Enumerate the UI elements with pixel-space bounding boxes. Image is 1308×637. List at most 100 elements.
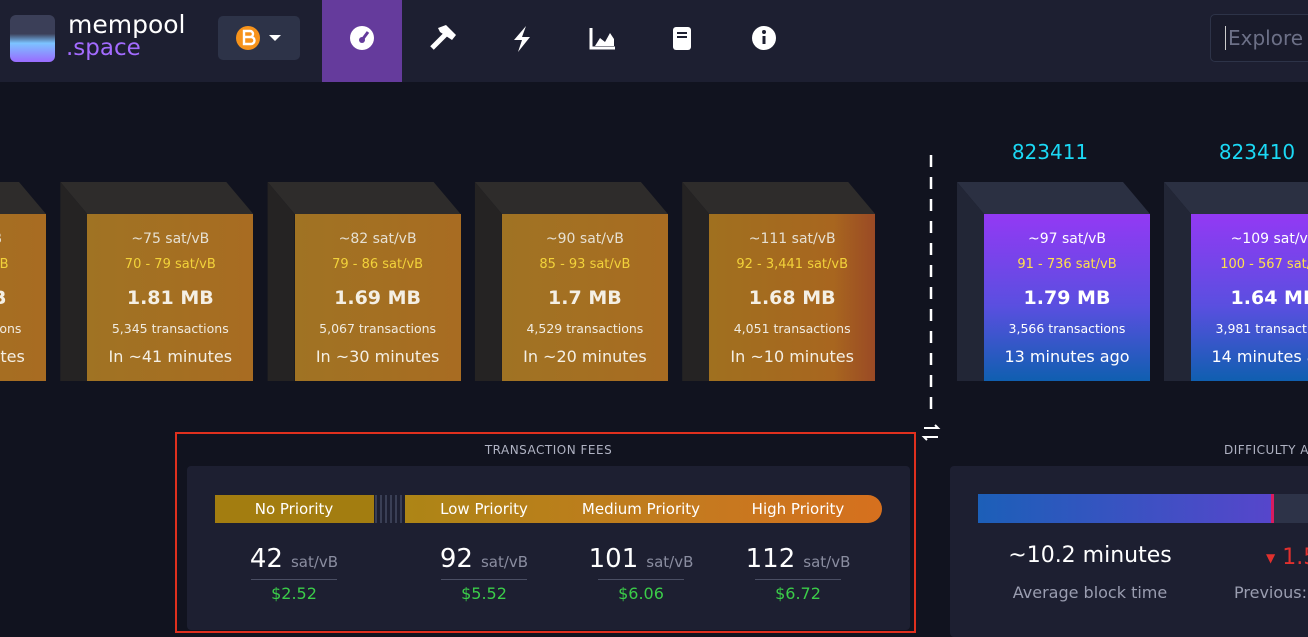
bar-gap — [375, 495, 405, 523]
fee-unit: sat/vB — [646, 553, 694, 571]
block-transactions: 4,529 transactions — [526, 320, 644, 336]
block[interactable] — [984, 214, 1150, 381]
fee-unit: sat/vB — [803, 553, 851, 571]
fee-underline — [441, 579, 527, 580]
block-side — [60, 182, 88, 381]
block-fee: ~75 sat/vB — [131, 230, 210, 247]
difficulty-title: DIFFICULTY ADJUSTMENT — [1224, 443, 1308, 457]
block[interactable] — [0, 214, 46, 381]
block-side — [957, 182, 984, 381]
block-size: 1.7 MB — [548, 286, 622, 309]
block-size: 1.81 MB — [126, 286, 214, 309]
fee-usd: $6.06 — [618, 584, 664, 603]
block-age: 14 minutes ago — [1211, 346, 1308, 366]
block-fee: ~97 sat/vB — [1028, 230, 1106, 247]
nav-about[interactable] — [722, 0, 802, 82]
block[interactable] — [709, 214, 876, 381]
swap-icon[interactable] — [921, 424, 941, 441]
block-range: 91 - 736 sat/vB — [1017, 256, 1117, 272]
nav-graphs[interactable] — [562, 0, 642, 82]
block-transactions: 4,051 transactions — [733, 320, 851, 336]
block-range: 64 - 70 sat/vB — [0, 256, 9, 272]
fee-value: 92 sat/vB — [394, 544, 574, 574]
fee-value: 42 sat/vB — [204, 544, 384, 574]
previous-label: Previous: — [1234, 583, 1308, 602]
block-size: 1.64 MB — [1230, 286, 1308, 309]
priority-label: Medium Priority — [581, 500, 701, 518]
fee-underline — [755, 579, 841, 580]
block-height[interactable]: 823411 — [1011, 140, 1089, 164]
block-transactions: 3,981 transactions — [1215, 320, 1308, 336]
block-side — [267, 182, 295, 381]
block-eta: In ~20 minutes — [523, 346, 647, 366]
block-range: 100 - 567 sat/vB — [1220, 256, 1308, 272]
block-size: 1.69 MB — [334, 286, 422, 309]
logo-suffix[interactable]: .space — [66, 35, 141, 61]
block[interactable] — [294, 214, 461, 381]
block-range: 70 - 79 sat/vB — [124, 256, 216, 272]
block-top — [0, 182, 46, 214]
block-top — [60, 182, 254, 214]
nav-docs[interactable] — [642, 0, 722, 82]
priority-label: No Priority — [254, 500, 334, 518]
priority-label: High Priority — [751, 500, 845, 518]
nav-dashboard[interactable] — [322, 0, 402, 82]
fees-card — [187, 466, 910, 630]
fee-number: 112 — [745, 544, 796, 574]
block-fee: ~82 sat/vB — [338, 230, 417, 247]
search-placeholder[interactable]: Explore the full Bitcoin ecosystem — [1225, 26, 1308, 50]
fee-usd: $6.72 — [775, 584, 821, 603]
block-eta: In ~50 minutes — [0, 346, 25, 366]
block-range: 85 - 93 sat/vB — [539, 256, 631, 272]
block-transactions: 5,345 transactions — [111, 320, 229, 336]
fee-usd: $5.52 — [461, 584, 507, 603]
priority-bar — [405, 495, 882, 523]
fee-number: 42 — [249, 544, 283, 574]
logo-name[interactable]: mempool — [68, 10, 186, 39]
block-transactions: 6,012 transactions — [0, 320, 22, 336]
nav-mining[interactable] — [402, 0, 482, 82]
search-box[interactable]: Explore the full Bitcoin ecosystem — [1210, 14, 1308, 62]
block-fee: ~70 sat/vB — [0, 231, 46, 247]
nav-lightning[interactable] — [482, 0, 562, 82]
highlight-box — [175, 432, 916, 633]
block[interactable] — [501, 214, 668, 381]
block-transactions: 3,566 transactions — [1008, 320, 1126, 336]
block-eta: In ~41 minutes — [108, 346, 233, 366]
network-icon — [236, 26, 281, 50]
block-fee: ~109 sat/vB — [1230, 230, 1308, 247]
block-top — [1164, 182, 1308, 214]
block[interactable] — [87, 214, 254, 381]
fee-number: 101 — [588, 544, 639, 574]
block-age: 13 minutes ago — [1004, 346, 1130, 366]
fee-value: 112 sat/vB — [708, 544, 888, 574]
block-transactions: 5,067 transactions — [319, 320, 437, 336]
fee-underline — [598, 579, 684, 580]
block-range: 79 - 86 sat/vB — [332, 256, 424, 272]
block-size: 1.93 MB — [0, 287, 46, 309]
block-fee: ~111 sat/vB — [748, 230, 836, 247]
block-height[interactable]: 823410 — [1218, 140, 1296, 164]
fee-number: 92 — [439, 544, 473, 574]
block-size: 1.79 MB — [1023, 286, 1111, 309]
no-priority-bar — [215, 495, 374, 523]
fee-underline — [251, 579, 337, 580]
block-side — [1164, 182, 1191, 381]
block-fee: ~90 sat/vB — [545, 230, 624, 247]
network-selector[interactable] — [218, 16, 300, 60]
fee-usd: $2.52 — [271, 584, 317, 603]
block-range: 92 - 3,441 sat/vB — [736, 256, 849, 272]
fees-title: TRANSACTION FEES — [484, 443, 613, 457]
priority-label: Low Priority — [440, 500, 528, 518]
block-side — [682, 182, 710, 381]
block-eta: In ~30 minutes — [315, 346, 440, 366]
block-top — [682, 182, 876, 214]
difficulty-change: ▼ 1.53% — [1266, 545, 1308, 570]
fee-unit: sat/vB — [480, 553, 529, 571]
difficulty-progress — [978, 494, 1271, 523]
fee-value: 101 sat/vB — [551, 544, 731, 574]
block[interactable] — [1191, 214, 1308, 381]
difficulty-marker — [1271, 494, 1274, 523]
logo-icon[interactable] — [10, 15, 55, 62]
block-top — [474, 182, 668, 214]
